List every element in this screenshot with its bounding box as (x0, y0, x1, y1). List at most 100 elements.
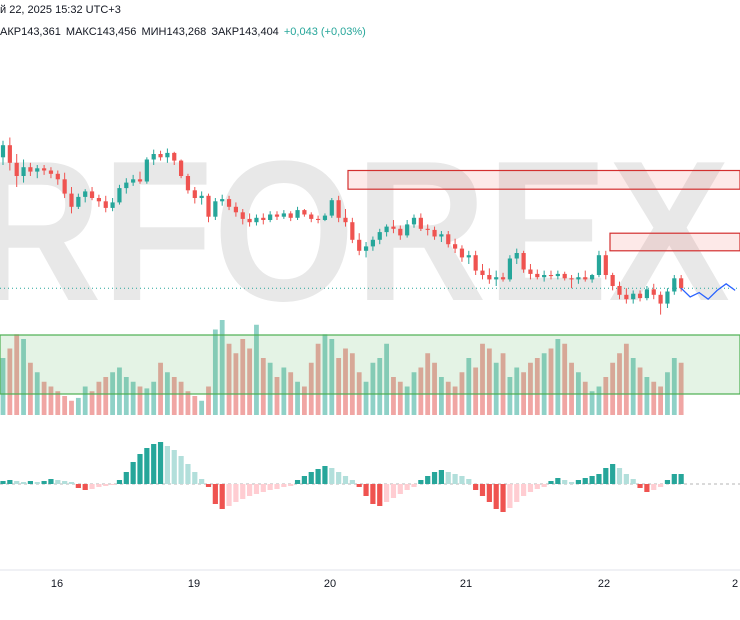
candles-layer (0, 137, 736, 315)
histogram-bar (349, 480, 355, 484)
candle (295, 206, 300, 220)
candle (672, 275, 677, 295)
candle (0, 140, 6, 165)
histogram-bar (589, 476, 595, 484)
histogram-bar (664, 480, 671, 484)
histogram-bar (575, 480, 581, 484)
candle (268, 211, 273, 223)
zones-layer (0, 169, 740, 395)
histogram-bar (205, 484, 212, 487)
histogram-bar (7, 480, 13, 484)
histogram-bar (555, 478, 561, 484)
candle (425, 224, 430, 236)
candle (521, 250, 526, 273)
volume-bar (96, 381, 102, 415)
histogram-bar (219, 484, 225, 509)
candle (644, 286, 649, 301)
histogram-bar (514, 484, 520, 502)
candle (158, 150, 163, 161)
candle (21, 159, 26, 183)
candle (446, 231, 451, 248)
volume-bar (644, 377, 650, 415)
candle (343, 209, 348, 227)
volume-bar (0, 358, 6, 415)
candle (226, 195, 232, 211)
candle (302, 209, 307, 217)
candle (631, 290, 636, 304)
resistance-zone (347, 169, 740, 190)
volume-bar (260, 358, 266, 415)
x-tick-label: 16 (51, 578, 63, 590)
candle (55, 170, 60, 185)
volume-bar (671, 358, 677, 415)
histogram-bar (616, 468, 623, 484)
volume-bar (384, 343, 389, 415)
support-zone (0, 334, 740, 395)
histogram-bar (390, 484, 397, 498)
histogram-bar (288, 484, 294, 486)
volume-bar (14, 334, 20, 415)
candle (261, 213, 266, 225)
candle (103, 195, 108, 213)
volume-bar (7, 348, 13, 415)
histogram-bar (253, 484, 260, 494)
volume-bar (48, 386, 54, 415)
volume-bar (555, 339, 561, 415)
candle (220, 194, 225, 206)
histogram-bar (137, 454, 143, 484)
resistance-zone (609, 232, 740, 252)
ohlc-readout: АКР143,361 МАКС143,456 МИН143,268 ЗАКР14… (0, 26, 368, 38)
histogram-bar (48, 479, 54, 484)
histogram-bar (151, 444, 157, 484)
volume-bar (651, 381, 657, 415)
histogram-bar (144, 448, 150, 484)
volume-bar (315, 343, 321, 415)
volume-bar (548, 348, 554, 415)
volume-bar (137, 386, 143, 415)
volume-bar (658, 386, 663, 415)
candle (405, 220, 410, 238)
candle (83, 189, 88, 203)
volume-bar (569, 362, 574, 415)
candle (411, 214, 417, 228)
histogram-bar (247, 484, 253, 496)
histogram-bar (493, 484, 499, 509)
histogram-bar (527, 484, 534, 492)
histogram-bar (479, 484, 486, 496)
candle (137, 171, 143, 184)
histogram-bar (157, 442, 164, 484)
volume-bar (466, 358, 472, 415)
volume-bar (432, 362, 437, 415)
candle (316, 215, 321, 224)
volume-bar (171, 377, 177, 415)
x-tick-label: 21 (460, 578, 472, 590)
volume-bar (274, 377, 280, 415)
candle (233, 202, 238, 217)
candle (514, 248, 519, 264)
watermark-logo: RFOREX (0, 120, 730, 343)
candle (42, 165, 47, 175)
volume-bar (103, 377, 109, 415)
histogram-bar (630, 479, 636, 484)
time-axis: 16 19 20 21 22 2 (0, 569, 740, 590)
histogram-bar (233, 484, 239, 502)
volume-bar (582, 381, 588, 415)
histogram-bar (445, 472, 451, 484)
histogram-bar (418, 480, 424, 484)
candle (281, 210, 286, 219)
histogram-bar (110, 484, 116, 485)
histogram-bar (651, 484, 657, 490)
histogram-bar (568, 482, 575, 484)
histogram-bar (260, 484, 266, 492)
volume-bar (528, 362, 533, 415)
candle (14, 154, 19, 187)
candle (110, 198, 115, 212)
histogram-bar (82, 484, 88, 490)
histogram-bar (274, 484, 280, 489)
candle (144, 157, 149, 184)
candle (583, 270, 588, 282)
volume-bar (226, 343, 232, 415)
volume-bar (178, 381, 184, 415)
candle (288, 211, 293, 222)
